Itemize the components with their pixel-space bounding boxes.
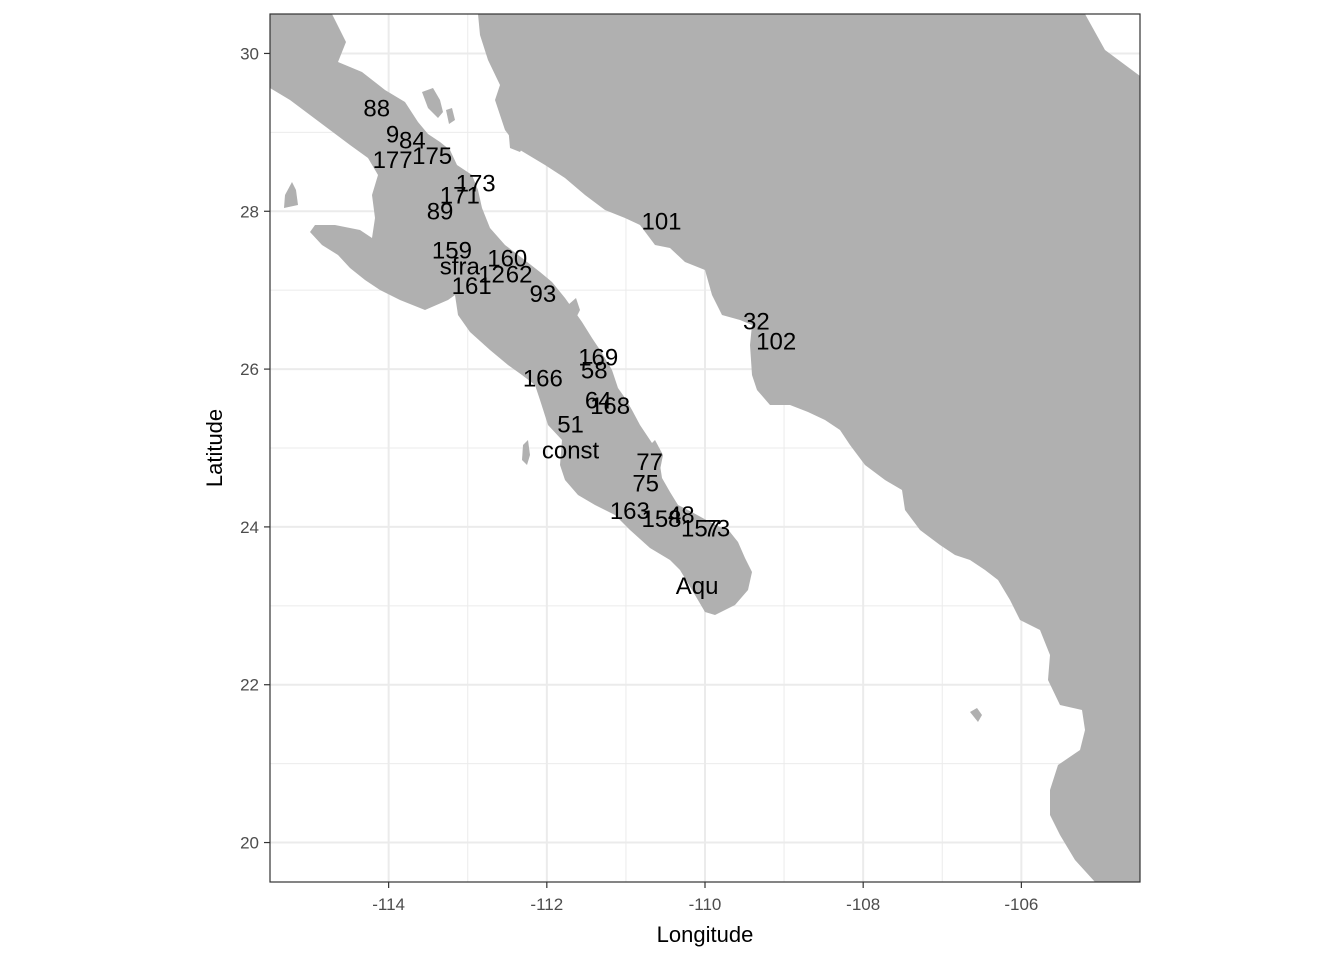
site-label: 89 (427, 198, 454, 225)
site-label: 159 (432, 238, 472, 265)
y-tick-label: 28 (240, 202, 259, 221)
site-label: 177 (373, 147, 413, 174)
site-label: 93 (530, 281, 557, 308)
isla-carmen (568, 298, 580, 322)
x-tick-label: -106 (1004, 895, 1038, 914)
y-tick-label: 26 (240, 360, 259, 379)
site-label: 102 (756, 328, 796, 355)
site-label: 75 (632, 471, 659, 498)
isla-espiritu-santo (648, 440, 663, 470)
x-tick-label: -112 (530, 895, 563, 914)
site-label: 64 (585, 388, 612, 415)
y-tick-label: 20 (240, 834, 259, 853)
site-label: 160 (487, 246, 527, 273)
y-axis-title: Latitude (202, 409, 227, 487)
y-tick-label: 30 (240, 44, 259, 63)
site-label: 12 (478, 261, 505, 288)
site-label: 158 (641, 506, 681, 533)
isla-tiburon (508, 115, 528, 152)
site-label: 32 (743, 309, 770, 336)
site-label: 77 (636, 449, 663, 476)
isla-angel-de-la-guarda (422, 88, 443, 118)
site-label: 168 (590, 393, 630, 420)
isla-margarita (522, 440, 530, 465)
land-layer (270, 14, 1140, 882)
y-tick-label: 22 (240, 676, 259, 695)
site-label: 84 (399, 127, 426, 154)
site-label: 88 (363, 96, 390, 123)
site-label: 101 (641, 209, 681, 236)
site-label: 62 (506, 261, 533, 288)
site-label: sfra (440, 254, 481, 281)
site-label: 9 (386, 122, 399, 149)
site-label: 157 (681, 515, 721, 542)
site-label: 166 (523, 366, 563, 393)
baja-peninsula (270, 14, 752, 615)
site-label: 73 (704, 515, 731, 542)
site-label: 58 (581, 358, 608, 385)
site-label: 169 (578, 344, 618, 371)
site-label: 175 (412, 143, 452, 170)
site-label: 173 (456, 171, 496, 198)
x-tick-label: -114 (372, 895, 405, 914)
isla-san-esteban (446, 108, 455, 124)
x-tick-label: -110 (689, 895, 722, 914)
y-tick-label: 24 (240, 518, 259, 537)
site-label: 48 (668, 502, 695, 529)
site-label: Aqu (676, 573, 719, 600)
x-axis-title: Longitude (657, 922, 754, 947)
site-label: 171 (440, 182, 480, 209)
islas-marias (970, 708, 982, 722)
x-tick-label: -108 (846, 895, 880, 914)
mainland-mexico (478, 14, 1140, 882)
site-label: 161 (452, 273, 492, 300)
isla-cedros (284, 182, 298, 208)
site-label: const (542, 437, 600, 464)
site-label: 163 (610, 498, 650, 525)
site-label: 51 (557, 411, 584, 438)
axes: -114 -112 -110 -108 -106 20 22 24 26 28 30 (240, 44, 1038, 914)
